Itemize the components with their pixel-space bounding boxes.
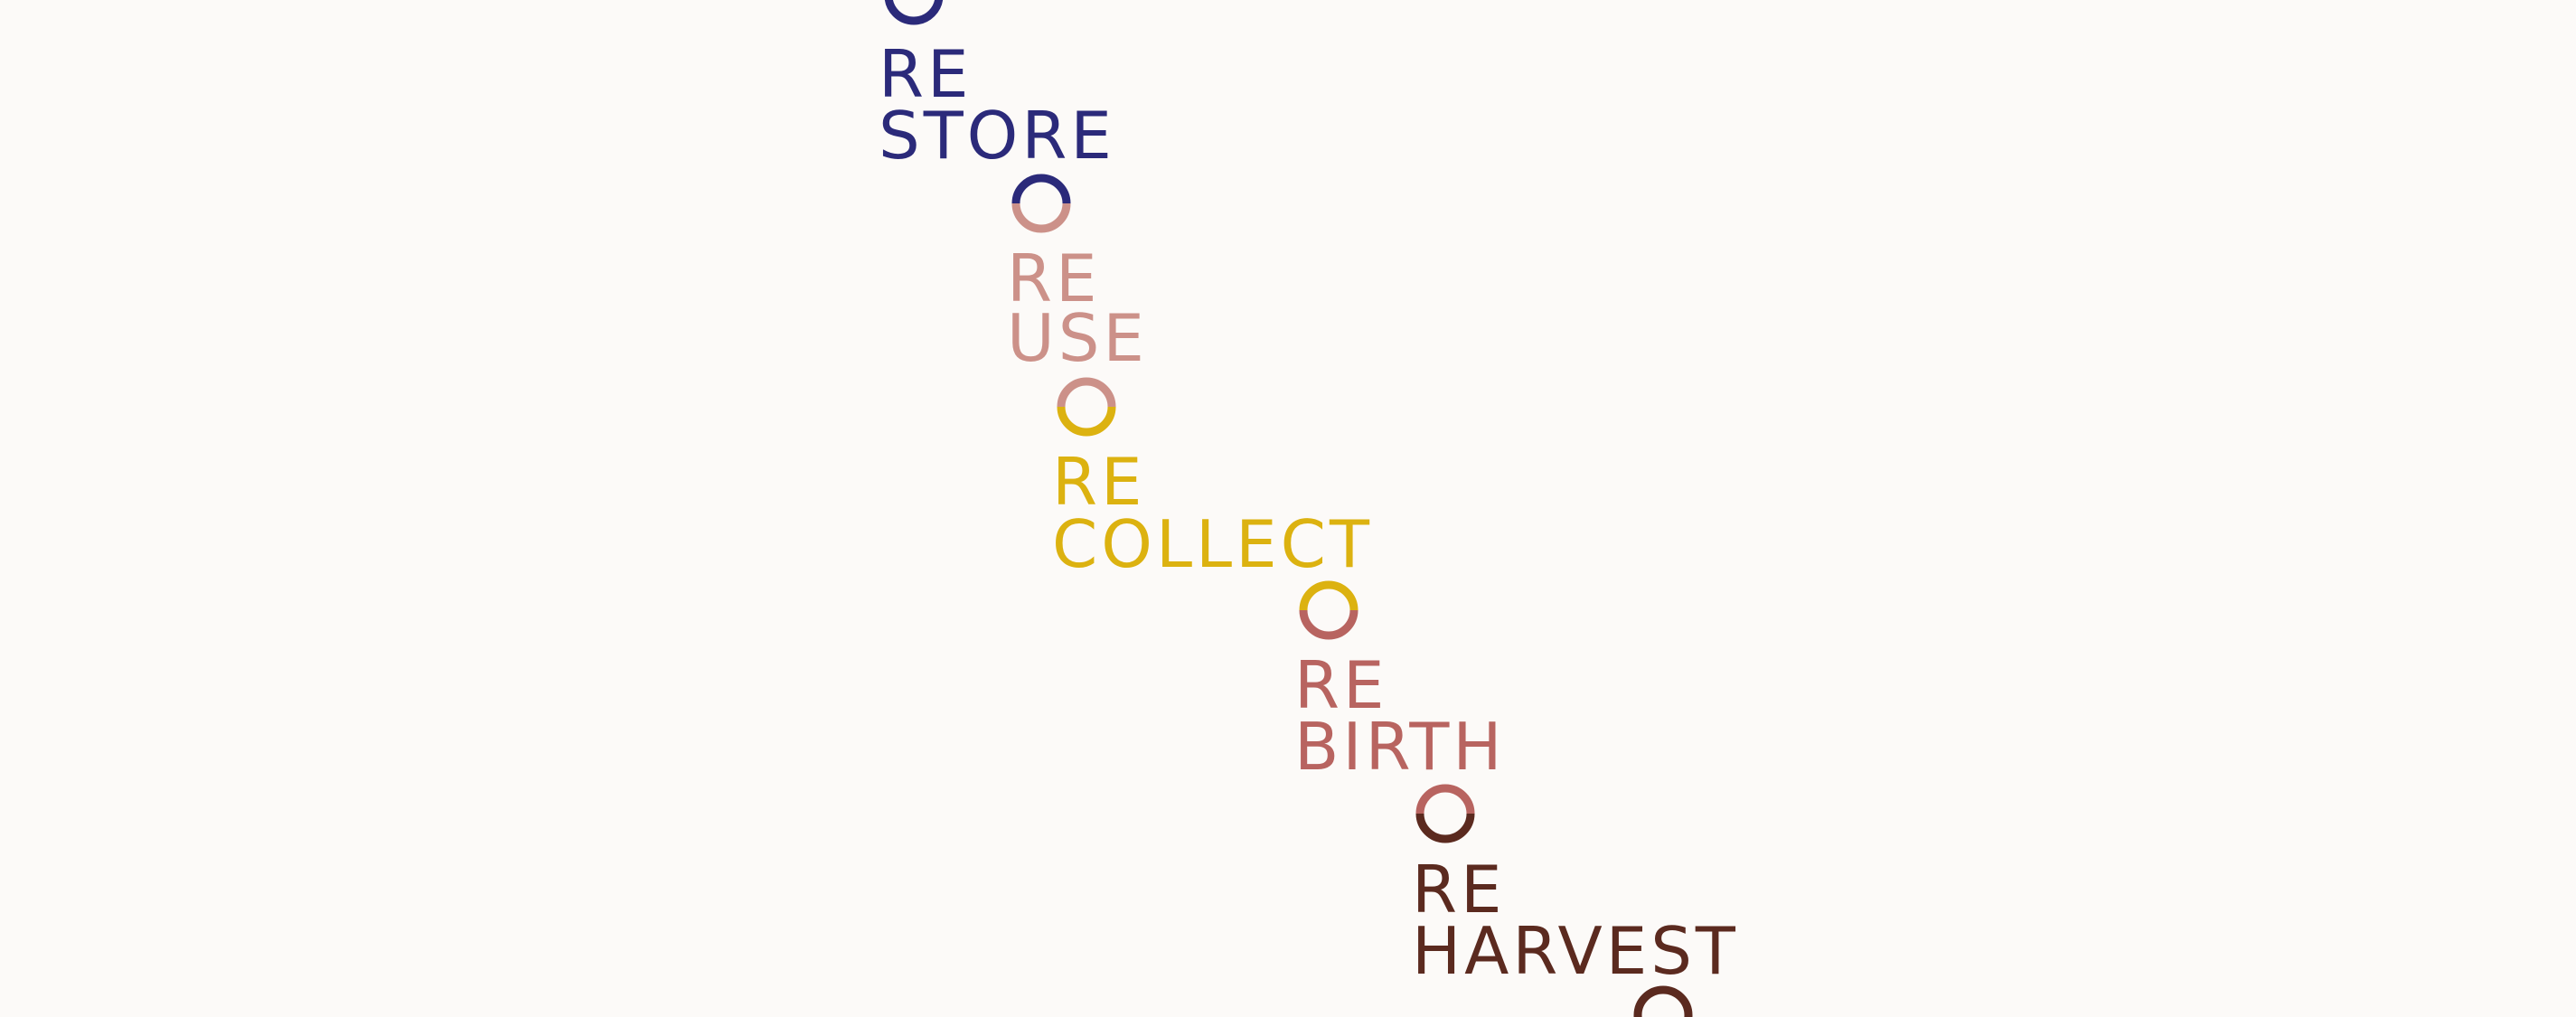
ring-birth-harvest (1414, 782, 1477, 845)
step-4-word: BIRTH (1294, 709, 1506, 785)
ring-store-use-lower-arc (1011, 202, 1071, 233)
step-2-prefix: RE (1007, 240, 1101, 316)
step-1-prefix: RE (879, 36, 973, 112)
step-1-word: STORE (879, 98, 1115, 174)
ring-collect-birth-upper-arc (1299, 580, 1359, 611)
step-4-prefix: RE (1294, 647, 1388, 723)
ring-birth-harvest-upper-arc (1415, 784, 1475, 815)
ring-store-use (1010, 172, 1073, 235)
ring-top (882, 0, 945, 27)
ring-collect-birth-lower-arc (1299, 609, 1359, 640)
ring-use-collect (1055, 375, 1118, 438)
step-5-word: HARVEST (1412, 913, 1739, 989)
step-2-word: USE (1007, 300, 1148, 376)
ring-birth-harvest-lower-arc (1415, 813, 1475, 843)
ring-bottom-upper-arc (1633, 985, 1693, 1016)
ring-bottom (1631, 984, 1695, 1017)
ring-store-use-upper-arc (1011, 174, 1071, 204)
step-3-word: COLLECT (1052, 506, 1373, 582)
ring-use-collect-upper-arc (1057, 377, 1116, 408)
ring-collect-birth (1297, 579, 1360, 642)
step-5-prefix: RE (1412, 852, 1506, 928)
ring-use-collect-lower-arc (1057, 406, 1116, 437)
ring-top-lower-arc (884, 0, 944, 25)
step-3-prefix: RE (1052, 444, 1146, 520)
